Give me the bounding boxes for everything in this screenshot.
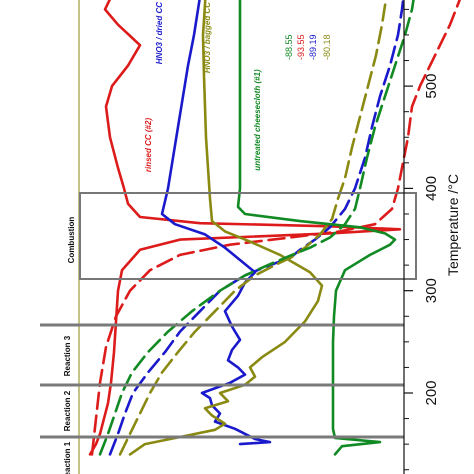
x-axis-title: Temperature /°C	[445, 174, 461, 276]
reaction-boundaries	[40, 192, 417, 439]
x-tick-label-300: 300	[423, 278, 440, 303]
series-line-7	[236, 0, 397, 456]
value-label-4: -80.18	[322, 34, 332, 60]
x-axis: 200 300 400 500 Temperature /°C	[403, 0, 461, 474]
series-line-8	[98, 0, 415, 456]
x-tick-label-500: 500	[423, 74, 440, 99]
x-tick-label-400: 400	[423, 176, 440, 201]
series-line-6	[118, 0, 388, 456]
series-line-2	[90, 0, 462, 456]
x-tick-label-200: 200	[423, 380, 440, 405]
series-label-3: HNO3 / bagged CC	[203, 2, 212, 73]
combustion-box	[79, 192, 417, 280]
region-label-2: Reaction 3	[63, 335, 72, 376]
series-line-3	[160, 0, 272, 446]
region-label-1: Combustion	[67, 217, 76, 264]
value-label-3: -89.19	[308, 34, 318, 60]
value-label-2: -93.55	[296, 34, 306, 60]
series-label-1: rinsed CC (#2)	[144, 118, 153, 173]
series-line-5	[128, 0, 324, 456]
region-label-3: Reaction 2	[63, 390, 72, 431]
series-label-2: HNO3 / dried CC	[155, 2, 164, 64]
plot-area	[78, 0, 462, 474]
region-label-4: Reaction 1	[63, 441, 72, 474]
annotations: Combustion Reaction 3 Reaction 2 Reaction 1…	[63, 2, 332, 474]
value-label-1: -88.55	[284, 34, 294, 60]
series-label-4: untreated cheesecloth (#1)	[253, 69, 262, 171]
